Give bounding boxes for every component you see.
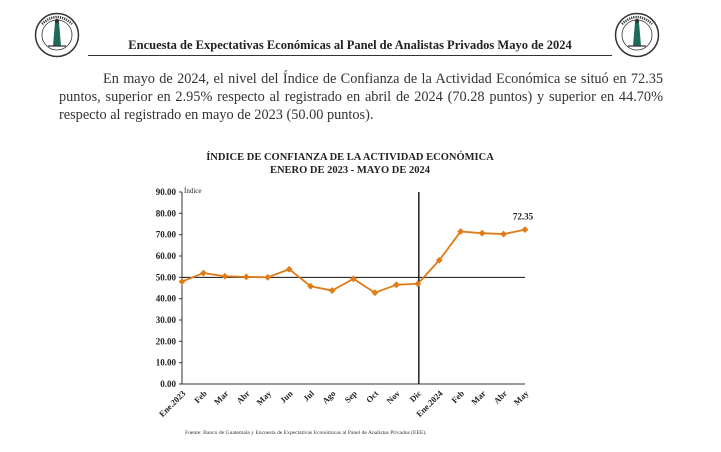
data-point [478, 229, 486, 237]
x-tick-label: Jun [278, 388, 295, 405]
x-tick-label: Feb [449, 388, 466, 405]
data-point [371, 289, 379, 297]
document-header-title: Encuesta de Expectativas Económicas al P… [128, 38, 572, 52]
x-tick-label: May [512, 388, 531, 407]
x-tick-label: Jul [301, 388, 317, 404]
data-point [328, 287, 336, 294]
header-rule [88, 55, 612, 56]
data-point [264, 273, 272, 281]
y-tick-label: 60.00 [156, 251, 177, 261]
data-point [178, 278, 186, 285]
x-tick-label: Nov [384, 388, 402, 406]
chart-title-line2: ENERO DE 2023 - MAYO DE 2024 [269, 165, 431, 176]
y-tick-label: 30.00 [156, 315, 177, 325]
data-point [414, 280, 422, 288]
chart-source-note: Fuente: Banco de Guatemala y Encuesta de… [185, 430, 427, 436]
data-point [350, 275, 357, 283]
data-point [285, 265, 293, 273]
x-tick-label: Mar [469, 388, 488, 407]
x-tick-label: May [254, 388, 273, 407]
x-tick-label: Ago [320, 388, 337, 405]
x-tick-label: Dic [407, 388, 423, 404]
y-tick-label: 70.00 [156, 230, 177, 240]
chart-title-line1: ÍNDICE DE CONFIANZA DE LA ACTIVIDAD ECON… [206, 152, 494, 163]
y-tick-label: 0.00 [160, 379, 176, 389]
banco-guatemala-logo-right [614, 12, 660, 58]
x-tick-label: Abr [492, 388, 510, 406]
x-tick-label: Ene.2023 [157, 388, 188, 419]
x-tick-label: Oct [364, 388, 381, 405]
x-tick-label: Abr [234, 388, 252, 406]
chart-title: ÍNDICE DE CONFIANZA DE LA ACTIVIDAD ECON… [150, 151, 550, 177]
y-tick-label: 50.00 [156, 272, 177, 282]
summary-paragraph: En mayo de 2024, el nivel del Índice de … [59, 71, 663, 123]
y-tick-label: 90.00 [156, 187, 177, 197]
y-tick-label: 20.00 [156, 336, 177, 346]
data-point [242, 273, 250, 281]
x-tick-label: Sep [342, 388, 359, 405]
x-tick-label: Mar [212, 388, 231, 407]
data-point [457, 228, 465, 235]
data-point [200, 269, 207, 277]
banco-guatemala-logo-left [34, 12, 80, 58]
y-tick-label: 80.00 [156, 208, 177, 218]
y-axis-unit-label: Índice [184, 187, 202, 195]
y-tick-label: 10.00 [156, 358, 177, 368]
data-point [221, 272, 229, 280]
y-tick-label: 40.00 [156, 294, 177, 304]
data-point [500, 230, 507, 238]
series-line [181, 228, 526, 294]
data-point [392, 281, 400, 289]
data-point [521, 226, 529, 234]
last-value-data-label: 72.35 [513, 212, 534, 222]
x-tick-label: Feb [192, 388, 209, 405]
data-point [435, 256, 443, 264]
data-point [307, 282, 315, 290]
